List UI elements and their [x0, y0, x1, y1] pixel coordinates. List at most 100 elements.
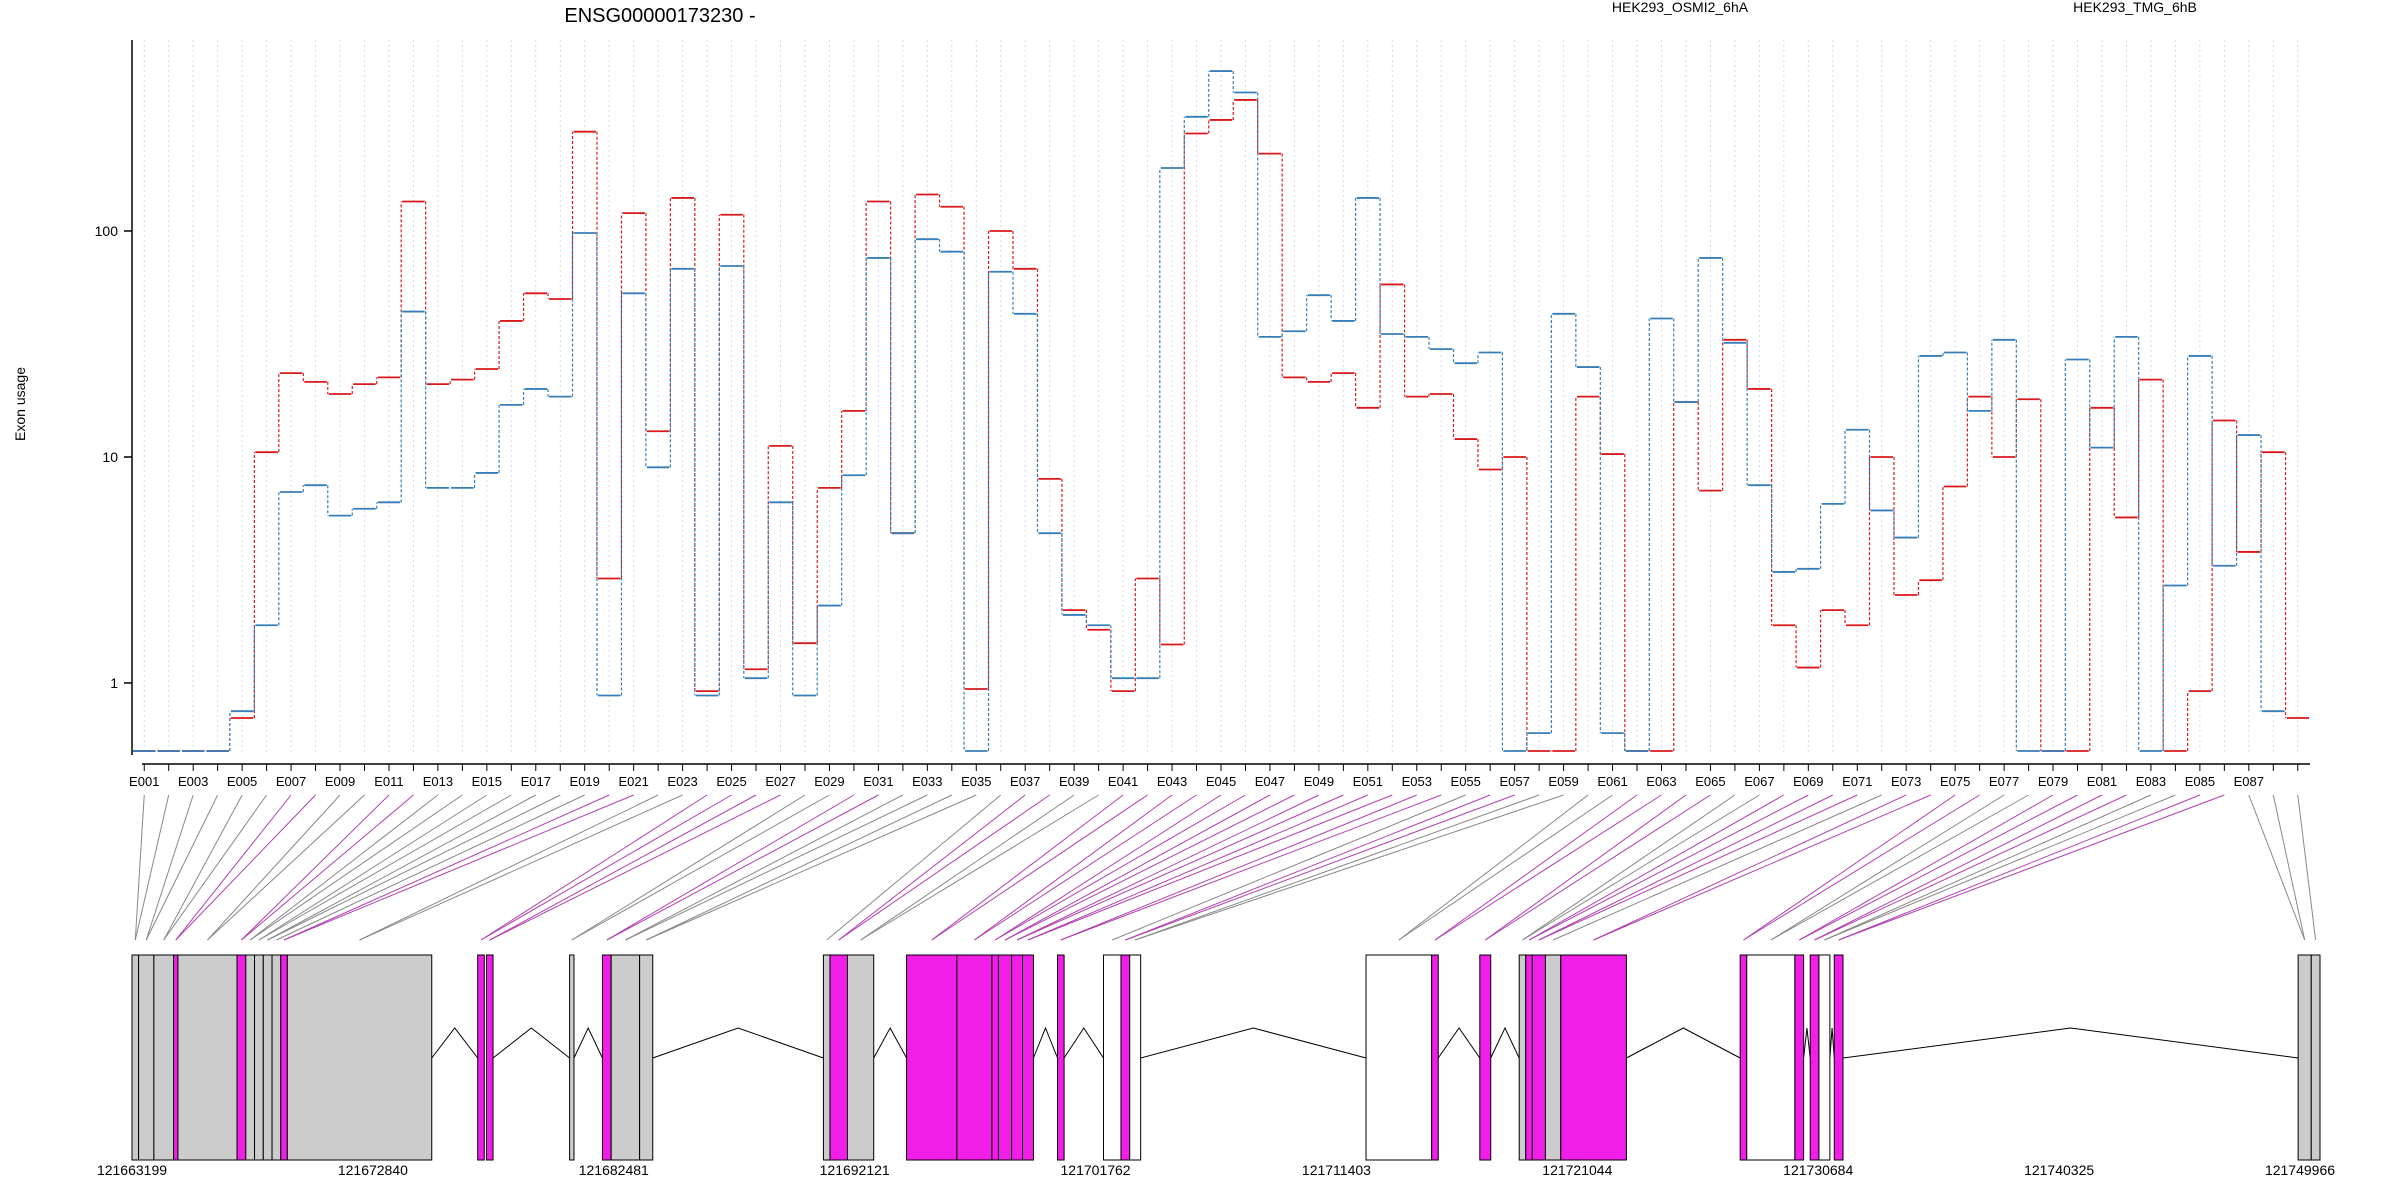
exon-connector — [1027, 794, 1369, 941]
x-tick-label: E065 — [1695, 774, 1725, 789]
x-tick-label: E017 — [521, 774, 551, 789]
exon-block — [1431, 954, 1439, 1161]
exon-connector — [276, 794, 585, 941]
exon-connector — [258, 794, 488, 941]
x-tick-label: E041 — [1108, 774, 1138, 789]
intron — [1829, 1027, 1835, 1059]
exon-connector — [2297, 794, 2317, 941]
exon-block — [177, 954, 238, 1161]
coordinate-label: 121730684 — [1783, 1162, 1853, 1178]
x-tick-label: E011 — [374, 774, 403, 789]
x-tick-label: E023 — [667, 774, 697, 789]
exon-connector — [134, 794, 170, 941]
exon-connector — [241, 794, 390, 941]
exon-connector — [838, 794, 1050, 941]
exon-connector — [283, 794, 634, 941]
exon-connector — [860, 794, 1099, 941]
exon-block — [271, 954, 282, 1161]
x-tick-label: E049 — [1304, 774, 1334, 789]
x-tick-label: E069 — [1793, 774, 1823, 789]
exon-connector — [974, 794, 1173, 941]
x-tick-label: E057 — [1499, 774, 1529, 789]
exon-connector — [175, 794, 316, 941]
exon-connector — [931, 794, 1124, 941]
exon-block — [485, 954, 494, 1161]
exon-connector — [359, 794, 683, 941]
exon-block — [280, 954, 288, 1161]
exon-block — [610, 954, 641, 1161]
exon-connector — [645, 794, 953, 941]
exon-connector — [134, 794, 145, 941]
intron — [492, 1027, 570, 1059]
exon-connector — [1743, 794, 1956, 941]
x-tick-label: E085 — [2185, 774, 2215, 789]
exon-block — [997, 954, 1013, 1161]
exon-connector — [1799, 794, 2078, 941]
exon-connector — [207, 794, 365, 941]
x-tick-label: E037 — [1010, 774, 1040, 789]
exon-connector — [1135, 794, 1564, 941]
x-tick-label: E075 — [1940, 774, 1970, 789]
exon-connector — [1434, 794, 1662, 941]
x-tick-label: E021 — [618, 774, 648, 789]
x-tick-label: E035 — [961, 774, 991, 789]
x-tick-label: E007 — [276, 774, 306, 789]
exon-connector — [1485, 794, 1711, 941]
gene-model-track — [131, 954, 2321, 1161]
exon-block — [829, 954, 848, 1161]
exon-connector — [489, 794, 781, 941]
exon-position-connectors — [134, 794, 2317, 941]
exon-block — [1365, 954, 1433, 1161]
exon-block — [262, 954, 273, 1161]
x-tick-label: E053 — [1402, 774, 1432, 789]
exon-block — [1833, 954, 1844, 1161]
exon-connector — [571, 794, 806, 941]
intron — [1063, 1027, 1104, 1059]
exon-block — [639, 954, 654, 1161]
exon-connector — [1538, 794, 1834, 941]
exon-connector — [974, 794, 1197, 941]
exon-block — [1129, 954, 1142, 1161]
exon-connector — [241, 794, 414, 941]
x-tick-label: E071 — [1842, 774, 1872, 789]
exon-block — [846, 954, 875, 1161]
exon-connector — [1398, 794, 1613, 941]
coordinate-label: 121711403 — [1302, 1162, 1371, 1178]
exon-connector — [1016, 794, 1344, 941]
exon-connector — [175, 794, 292, 941]
exon-connector — [207, 794, 341, 941]
x-tick-label: E031 — [863, 774, 893, 789]
x-tick-label: E039 — [1059, 774, 1089, 789]
exon-connector — [1112, 794, 1466, 941]
series-tmg — [133, 70, 2285, 752]
exon-connector — [1593, 794, 1931, 941]
x-tick-label: E061 — [1597, 774, 1627, 789]
exon-connector — [571, 794, 830, 941]
exon-connector — [489, 794, 757, 941]
exon-block — [1022, 954, 1034, 1161]
exon-connector — [145, 794, 194, 941]
exon-connector — [994, 794, 1222, 941]
y-tick-label: 10 — [102, 449, 118, 465]
x-tick-label: E087 — [2234, 774, 2264, 789]
exon-connector — [1398, 794, 1589, 941]
exon-connector — [267, 794, 537, 941]
exon-block — [138, 954, 155, 1161]
exon-connector — [645, 794, 977, 941]
exon-connector — [1814, 794, 2127, 941]
coordinate-label: 121692121 — [820, 1162, 890, 1178]
intron — [1140, 1027, 1367, 1059]
x-tick-label: E077 — [1989, 774, 2019, 789]
exon-connector — [1522, 794, 1760, 941]
y-axis: 1 10 100 — [95, 40, 133, 755]
exon-block — [1525, 954, 1533, 1161]
exon-block — [173, 954, 179, 1161]
y-tick-label: 1 — [110, 675, 118, 691]
exon-connector — [2272, 794, 2306, 941]
exon-connector — [145, 794, 219, 941]
exon-block — [569, 954, 575, 1161]
coordinate-label: 121663199 — [97, 1162, 167, 1178]
exon-block — [245, 954, 256, 1161]
x-tick-label: E083 — [2136, 774, 2166, 789]
exon-block — [1794, 954, 1805, 1161]
